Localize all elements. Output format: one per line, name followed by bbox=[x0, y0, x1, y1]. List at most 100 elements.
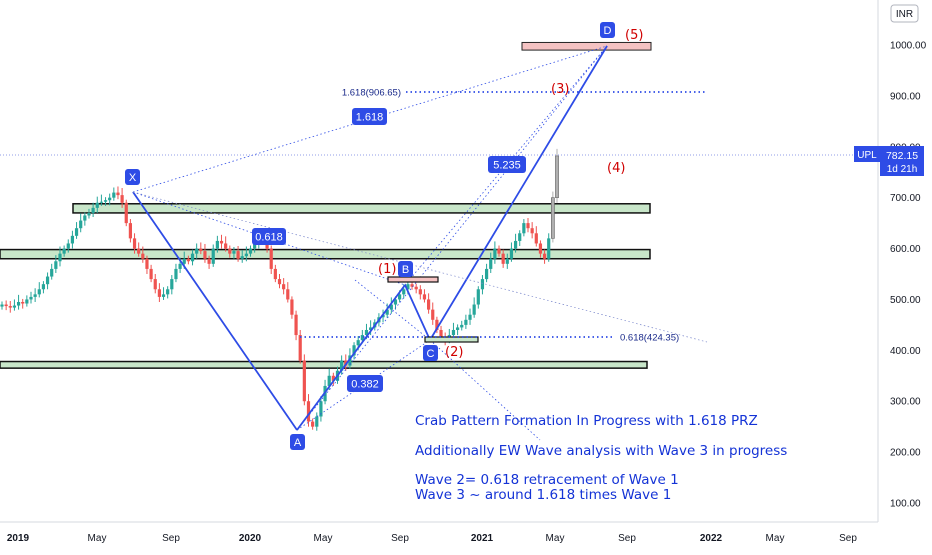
pattern-leg bbox=[296, 284, 406, 431]
candle-body bbox=[244, 253, 248, 257]
candle-body bbox=[476, 289, 480, 305]
time-tick-label: Sep bbox=[839, 533, 857, 544]
elliott-wave-label: (5) bbox=[625, 28, 643, 43]
point-c-label-box bbox=[423, 345, 438, 361]
point-x-label-box bbox=[125, 169, 140, 185]
pattern-dotted-line bbox=[132, 191, 708, 343]
candle-body bbox=[340, 360, 344, 371]
symbol-label: UPL bbox=[857, 150, 877, 161]
candle-body bbox=[79, 220, 83, 229]
time-left: 1d 21h bbox=[887, 164, 918, 175]
candle-body bbox=[547, 238, 551, 259]
candle-body bbox=[406, 284, 410, 290]
candle-body bbox=[141, 253, 145, 259]
candle-body bbox=[319, 401, 323, 417]
candle-body bbox=[228, 248, 232, 254]
candle-body bbox=[389, 304, 393, 310]
candle-body bbox=[555, 155, 559, 198]
candle-body bbox=[157, 289, 161, 297]
candle-body bbox=[120, 195, 124, 203]
candle-body bbox=[331, 375, 335, 381]
candle-body bbox=[518, 233, 522, 241]
price-tick-label: 400.00 bbox=[890, 346, 921, 357]
candle-body bbox=[393, 299, 398, 305]
candle-body bbox=[290, 299, 294, 315]
candle-body bbox=[50, 268, 54, 277]
candle-body bbox=[166, 289, 170, 295]
ratio-label-box bbox=[252, 228, 286, 245]
candle-body bbox=[410, 284, 414, 287]
time-tick-label: May bbox=[314, 533, 333, 544]
ratio-label: 5.235 bbox=[493, 160, 521, 172]
fib-level-label: 0.618(424.35) bbox=[620, 333, 679, 344]
time-tick-label: 2020 bbox=[239, 533, 262, 544]
candle-body bbox=[534, 233, 538, 244]
candle-body bbox=[530, 228, 534, 234]
pattern-leg bbox=[132, 191, 298, 431]
candle-body bbox=[178, 263, 182, 269]
candle-body bbox=[203, 251, 207, 259]
candle-body bbox=[418, 289, 422, 295]
candle-body bbox=[497, 248, 501, 254]
pattern-dotted-line bbox=[354, 279, 431, 341]
fib-levels: 1.618(906.65) 0.618(424.35) bbox=[300, 88, 707, 344]
candle-body bbox=[124, 202, 128, 224]
elliott-wave-label: (4) bbox=[607, 161, 625, 176]
point-x-label: X bbox=[129, 172, 137, 184]
elliott-wave-label: (3) bbox=[551, 82, 569, 97]
candle-body bbox=[116, 192, 120, 196]
candle-body bbox=[253, 243, 257, 249]
candle-body bbox=[538, 243, 543, 254]
time-tick-label: May bbox=[766, 533, 785, 544]
time-tick-label: Sep bbox=[162, 533, 180, 544]
point-b-label: B bbox=[402, 264, 409, 276]
price-axis[interactable]: 1000.00900.00800.00700.00600.00500.00400… bbox=[890, 41, 927, 510]
candle-body bbox=[195, 248, 199, 254]
candle-body bbox=[16, 301, 21, 306]
pattern-leg bbox=[404, 284, 431, 341]
pattern-labels: X A B C D 0.618 0.382 1.618 5.235 bbox=[125, 22, 615, 450]
ratio-label-box bbox=[488, 156, 526, 173]
candle-body bbox=[352, 345, 356, 356]
candle-body bbox=[327, 375, 331, 386]
last-price-value: 782.15 bbox=[886, 150, 918, 162]
time-axis[interactable]: 2019 May Sep 2020 May Sep 2021 May Sep 2022 May Sep bbox=[7, 533, 857, 544]
candle-body bbox=[70, 235, 75, 244]
elliott-wave-label: (2) bbox=[445, 345, 463, 360]
candle-body bbox=[509, 248, 514, 259]
time-tick-label: Sep bbox=[618, 533, 636, 544]
currency-label: INR bbox=[896, 9, 913, 20]
currency-badge[interactable]: INR bbox=[890, 4, 919, 23]
price-tick-label: 200.00 bbox=[890, 448, 921, 459]
price-tick-label: 700.00 bbox=[890, 193, 921, 204]
candle-body bbox=[99, 201, 104, 203]
candle-body bbox=[54, 261, 58, 269]
ratio-label-box bbox=[347, 375, 383, 392]
point-b-zone bbox=[387, 276, 439, 283]
pattern-dotted-line bbox=[429, 339, 541, 441]
time-tick-label: 2021 bbox=[471, 533, 494, 544]
candle-body bbox=[526, 223, 530, 229]
pattern-leg bbox=[429, 45, 608, 341]
candle-body bbox=[207, 258, 211, 264]
ratio-label: 0.382 bbox=[351, 379, 379, 391]
candle-body bbox=[4, 304, 8, 307]
candle-body bbox=[103, 200, 108, 202]
candle-body bbox=[74, 228, 79, 236]
fib-level-label: 1.618(906.65) bbox=[342, 88, 401, 99]
candle-body bbox=[91, 207, 95, 213]
candle-body bbox=[414, 286, 418, 290]
candle-body bbox=[468, 314, 472, 320]
candle-body bbox=[21, 301, 25, 304]
candle-body bbox=[149, 268, 153, 280]
price-zone bbox=[0, 360, 648, 369]
candle-body bbox=[211, 248, 215, 264]
candle-body bbox=[83, 215, 87, 221]
candle-body bbox=[161, 294, 166, 297]
candle-body bbox=[286, 289, 290, 300]
candle-body bbox=[232, 251, 236, 254]
candle-body bbox=[435, 319, 439, 330]
point-a-label: A bbox=[294, 437, 302, 449]
